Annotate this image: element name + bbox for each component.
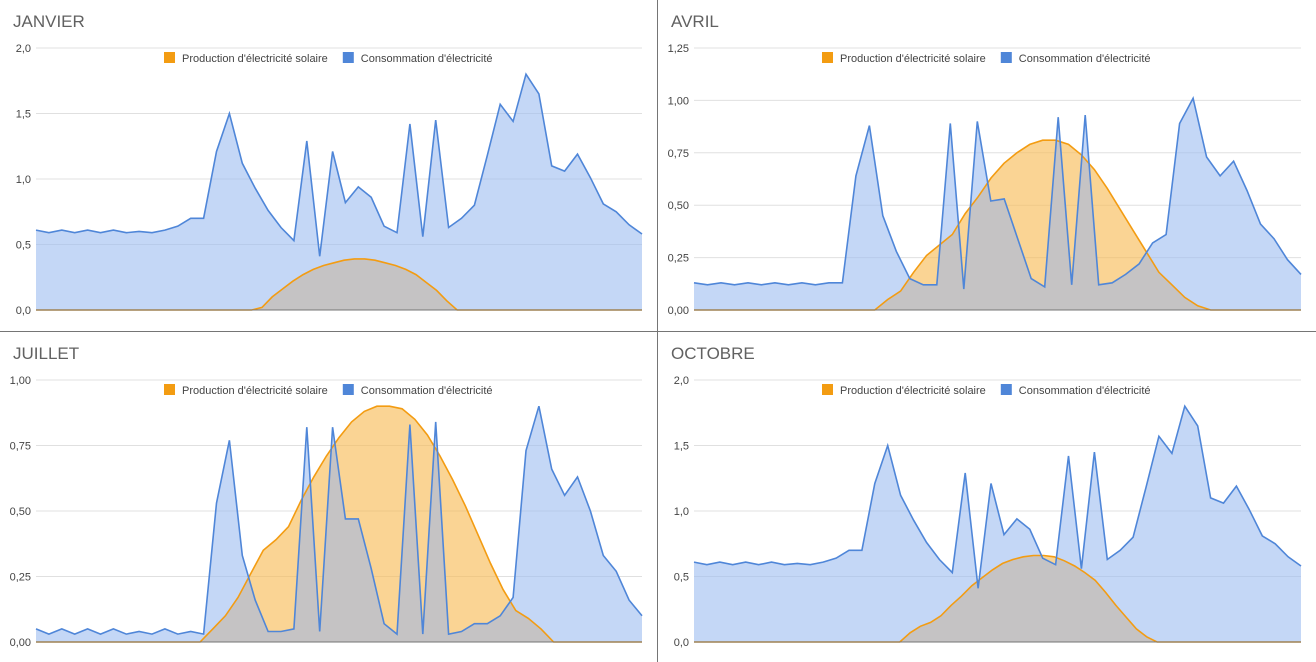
chart-svg: OCTOBRE 0,0 0,5 1,0 1,5 2,0 Production d'élect… <box>671 344 1302 649</box>
overlap-area <box>694 555 1301 642</box>
legend-label-production: Production d'électricité solaire <box>182 53 328 65</box>
y-tick-label: 0,25 <box>10 572 31 584</box>
y-tick-label: 0,00 <box>10 637 31 649</box>
chart-svg: AVRIL 0,00 0,25 0,50 0,75 1,00 1,25 Production … <box>668 12 1302 317</box>
chart-title: JUILLET <box>13 344 79 363</box>
legend-label-production: Production d'électricité solaire <box>182 385 328 397</box>
chart-title: AVRIL <box>671 12 719 31</box>
chart-panel-juillet: JUILLET 0,00 0,25 0,50 0,75 1,00 Production d'… <box>0 332 657 662</box>
legend-swatch-production <box>164 52 175 63</box>
chart-panel-janvier: JANVIER 0,0 0,5 1,0 1,5 2,0 Production d'élect… <box>0 0 657 331</box>
y-tick-label: 1,25 <box>668 43 689 55</box>
y-tick-label: 1,0 <box>16 174 31 186</box>
overlap-area <box>694 140 1301 310</box>
y-tick-label: 1,0 <box>674 506 689 518</box>
legend-label-consommation: Consommation d'électricité <box>1019 53 1151 65</box>
legend-swatch-production <box>822 384 833 395</box>
y-tick-label: 0,50 <box>10 506 31 518</box>
chart-panel-octobre: OCTOBRE 0,0 0,5 1,0 1,5 2,0 Production d'élect… <box>658 332 1316 662</box>
consommation-line <box>35 72 643 257</box>
y-tick-label: 0,75 <box>10 441 31 453</box>
horizontal-divider <box>0 331 1316 332</box>
y-tick-label: 0,0 <box>674 637 689 649</box>
chart-panel-avril: AVRIL 0,00 0,25 0,50 0,75 1,00 1,25 Production … <box>658 0 1316 331</box>
consommation-line <box>693 96 1302 290</box>
consommation-line <box>35 405 643 636</box>
y-tick-label: 0,5 <box>674 572 689 584</box>
y-tick-label: 0,25 <box>668 253 689 265</box>
y-tick-label: 1,5 <box>674 441 689 453</box>
consommation-area <box>694 406 1301 642</box>
y-tick-label: 0,00 <box>668 305 689 317</box>
consommation-line <box>693 404 1302 589</box>
y-tick-label: 0,50 <box>668 200 689 212</box>
y-tick-label: 0,0 <box>16 305 31 317</box>
y-tick-label: 1,5 <box>16 109 31 121</box>
chart-title: OCTOBRE <box>671 344 755 363</box>
overlap-area <box>36 258 642 310</box>
legend-label-consommation: Consommation d'électricité <box>361 385 493 397</box>
legend-label-production: Production d'électricité solaire <box>840 385 986 397</box>
y-tick-label: 2,0 <box>674 375 689 387</box>
overlap-area <box>36 425 642 642</box>
y-tick-label: 2,0 <box>16 43 31 55</box>
legend-swatch-consommation <box>342 384 354 395</box>
y-tick-label: 0,5 <box>16 240 31 252</box>
chart-title: JANVIER <box>13 12 85 31</box>
legend-swatch-consommation <box>1000 52 1012 63</box>
legend-swatch-production <box>164 384 175 395</box>
y-tick-label: 1,00 <box>10 375 31 387</box>
y-tick-label: 0,75 <box>668 148 689 160</box>
chart-svg: JUILLET 0,00 0,25 0,50 0,75 1,00 Production d'… <box>10 344 643 649</box>
legend-swatch-consommation <box>342 52 354 63</box>
chart-svg: JANVIER 0,0 0,5 1,0 1,5 2,0 Production d'élect… <box>13 12 643 317</box>
legend-label-production: Production d'électricité solaire <box>840 53 986 65</box>
legend-label-consommation: Consommation d'électricité <box>361 53 493 65</box>
consommation-area <box>36 74 642 310</box>
y-tick-label: 1,00 <box>668 95 689 107</box>
legend-swatch-consommation <box>1000 384 1012 395</box>
legend-swatch-production <box>822 52 833 63</box>
legend-label-consommation: Consommation d'électricité <box>1019 385 1151 397</box>
